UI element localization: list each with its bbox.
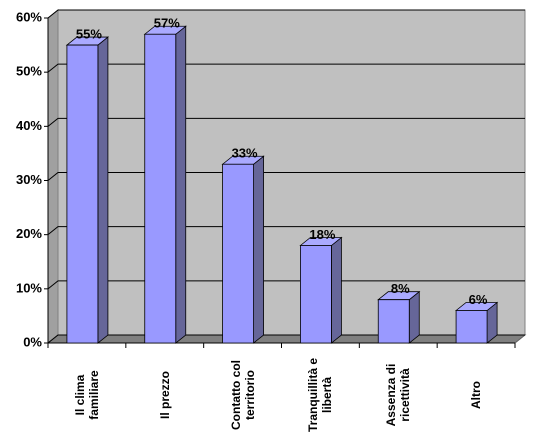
y-tick-label: 60% — [16, 9, 42, 24]
value-label: 57% — [154, 16, 180, 31]
bar-front — [144, 33, 177, 344]
bar — [454, 301, 499, 344]
bar-front — [377, 299, 410, 344]
x-tick-label: Assenza di ricettività — [384, 363, 413, 427]
bar-side — [253, 155, 264, 344]
y-tick-label: 20% — [16, 226, 42, 241]
value-label: 6% — [469, 292, 488, 307]
grid-line — [47, 9, 525, 19]
y-tick-label: 40% — [16, 118, 42, 133]
value-label: 8% — [391, 281, 410, 296]
grid-line — [47, 63, 525, 73]
bar — [143, 25, 187, 344]
bar-front — [66, 44, 99, 344]
bar-side — [331, 236, 342, 344]
bar — [221, 155, 265, 344]
grid-line — [47, 172, 525, 181]
y-tick-label: 30% — [16, 172, 42, 187]
bar-front — [455, 310, 488, 344]
floor — [46, 334, 527, 344]
bar-front — [222, 163, 254, 344]
value-label: 55% — [76, 27, 102, 42]
x-tick-label: Il clima familiare — [72, 370, 101, 420]
value-label: 18% — [309, 227, 335, 242]
x-tick-label: Contatto col territorio — [228, 360, 257, 430]
value-label: 33% — [232, 146, 258, 161]
y-tick-label: 50% — [16, 64, 42, 79]
bar — [377, 290, 421, 344]
y-tick-label: 10% — [16, 280, 42, 295]
bar-front — [300, 245, 332, 344]
bar-side — [97, 36, 109, 344]
x-tick-label: Il prezzo — [157, 371, 172, 420]
bar — [299, 236, 343, 344]
grid-line — [47, 334, 525, 344]
bar-side — [408, 290, 420, 344]
grid-line — [47, 280, 525, 290]
bar — [65, 36, 110, 344]
grid-line — [47, 226, 525, 236]
y-tick-label: 0% — [23, 334, 42, 349]
grid-line — [47, 117, 525, 127]
x-tick-label: Altro — [469, 381, 484, 409]
x-tick-label: Tranquillità e libertà — [306, 358, 335, 433]
bar-side — [175, 25, 187, 344]
